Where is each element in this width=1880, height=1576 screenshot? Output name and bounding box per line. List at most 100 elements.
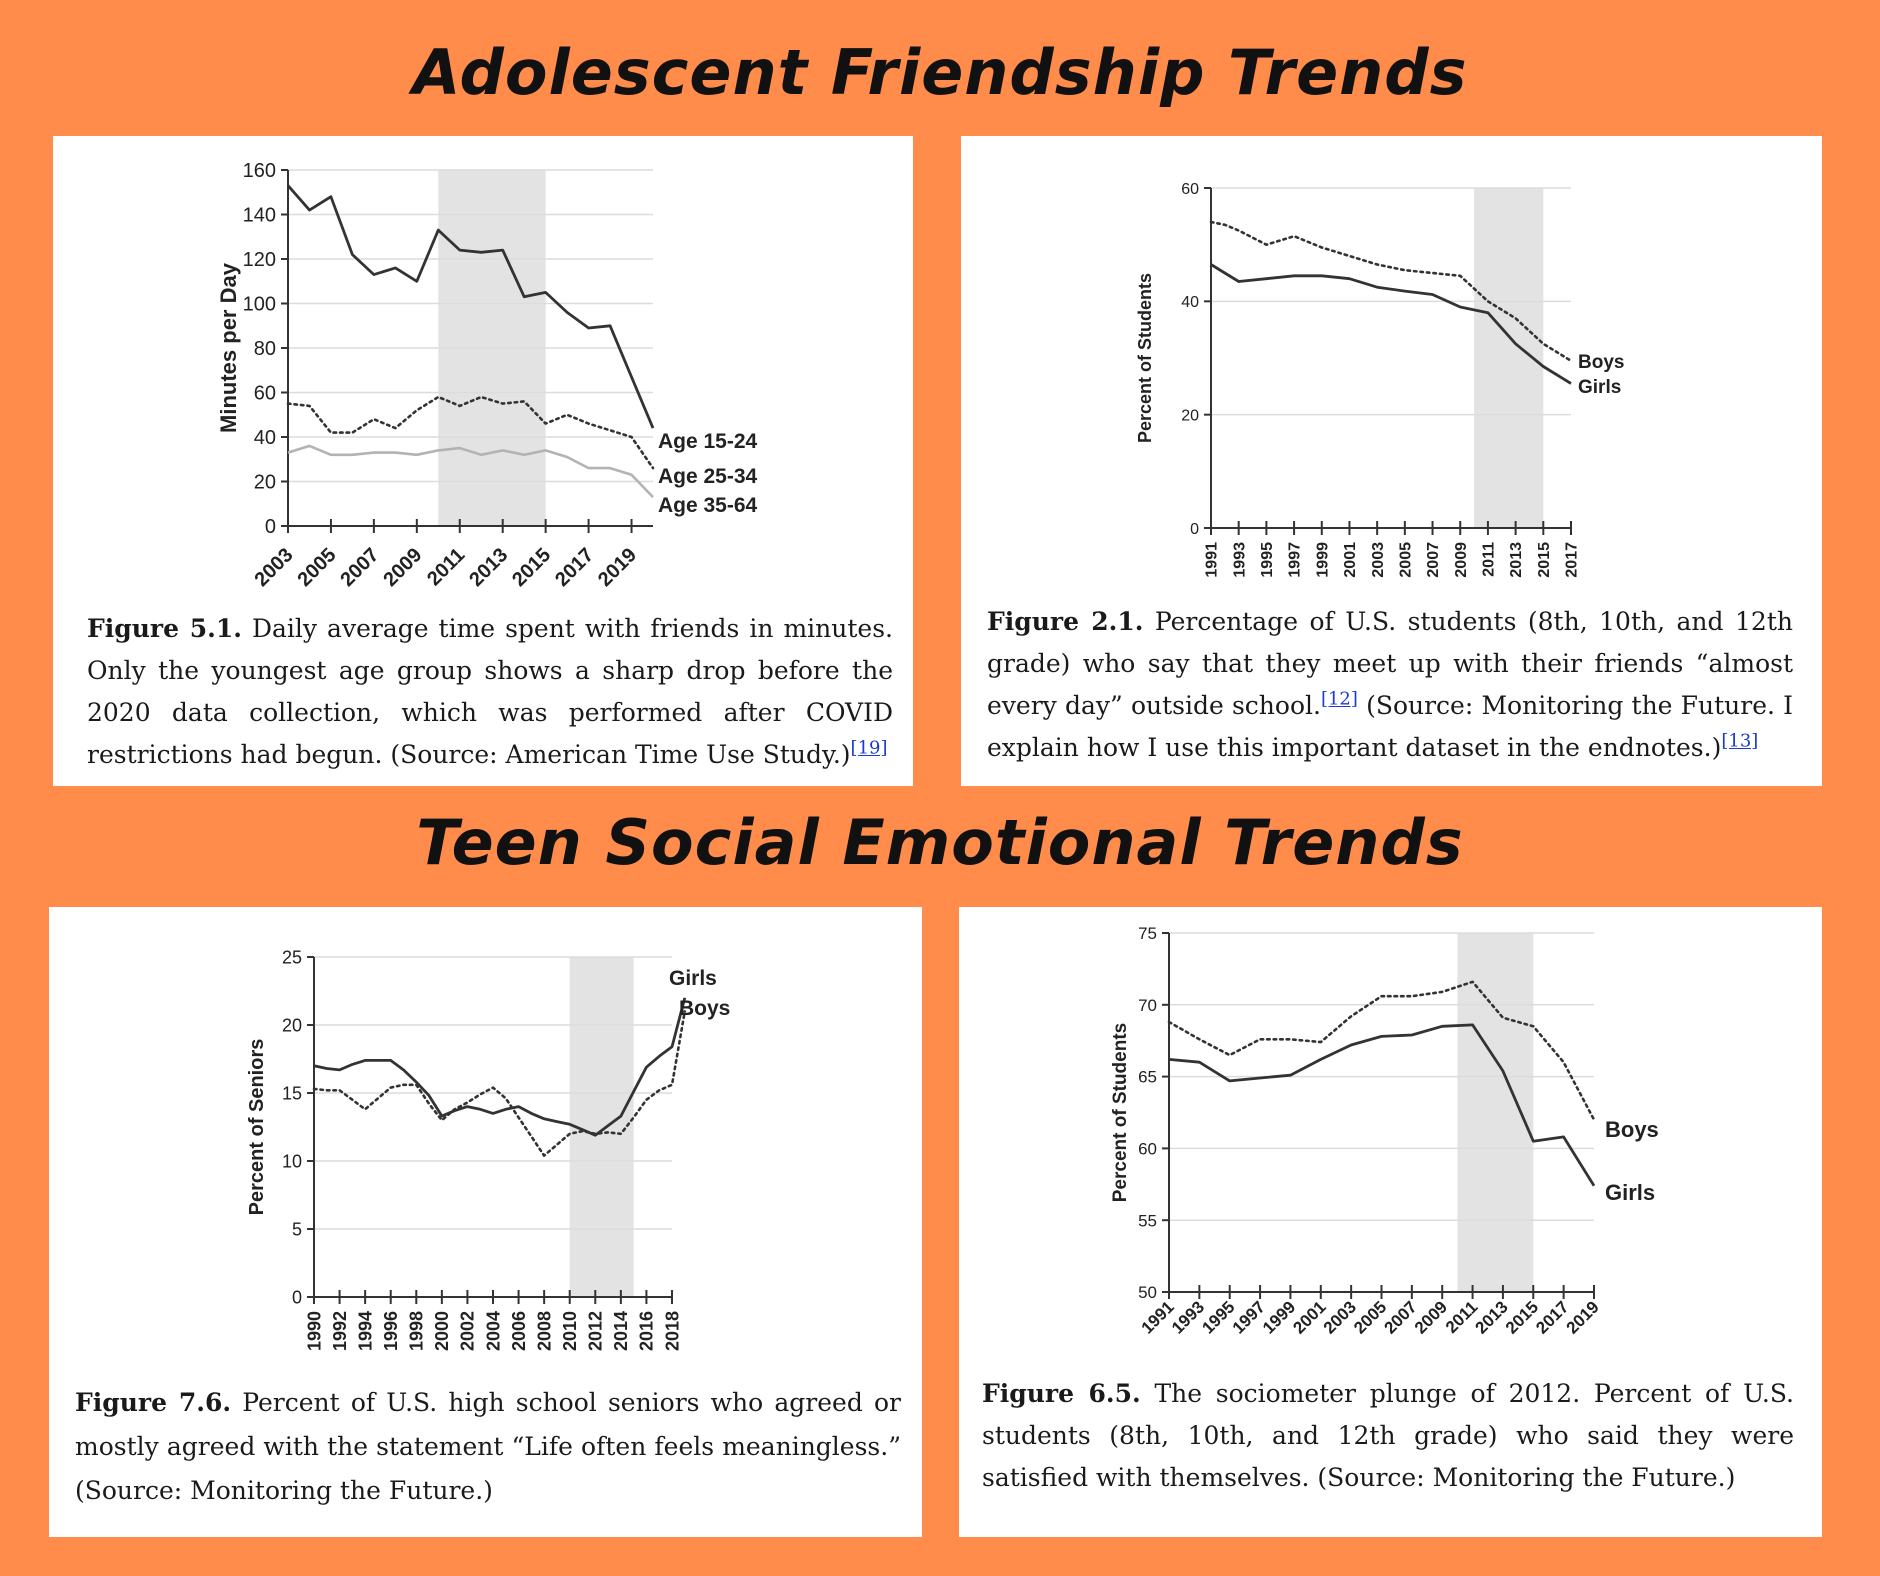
figure-2-1-text-2: (Source: Monitoring the Future. I explai…: [987, 691, 1793, 762]
fig76-x-tick-label: 2000: [432, 1311, 452, 1351]
fig76-y-tick-label: 15: [282, 1083, 302, 1103]
fig76-x-tick-label: 2002: [458, 1311, 478, 1351]
fig76-x-tick-label: 1998: [407, 1311, 427, 1351]
fig21-x-tick-label: 2003: [1370, 542, 1387, 578]
figure-2-1-label: Figure 2.1.: [987, 607, 1144, 636]
fig76-legend-label-girls: Girls: [669, 967, 717, 990]
footnote-link-13[interactable]: [13]: [1721, 730, 1759, 752]
fig21-y-tick-label: 0: [1190, 521, 1199, 538]
figure-5-1-label: Figure 5.1.: [87, 614, 242, 643]
fig65-x-tick-label: 1993: [1168, 1297, 1208, 1337]
fig51-x-tick-label: 2013: [465, 544, 512, 591]
fig65-x-tick-label: 2011: [1442, 1297, 1482, 1337]
fig76-x-tick-label: 2008: [534, 1311, 554, 1351]
fig51-y-tick-label: 0: [265, 516, 276, 538]
fig65-x-tick-label: 2009: [1411, 1297, 1451, 1337]
fig21-legend-label-girls: Girls: [1578, 377, 1621, 398]
fig65-x-tick-label: 2007: [1381, 1297, 1421, 1337]
fig76-x-tick-label: 2016: [637, 1311, 657, 1351]
fig51-x-tick-label: 2015: [508, 544, 555, 591]
fig51-x-tick-label: 2005: [293, 544, 340, 591]
fig21-y-tick-label: 60: [1181, 181, 1199, 198]
footnote-link-19[interactable]: [19]: [850, 737, 888, 759]
fig51-y-tick-label: 160: [243, 160, 276, 182]
fig76-y-axis-label: Percent of Seniors: [246, 1039, 268, 1216]
fig21-x-tick-label: 1991: [1204, 542, 1221, 578]
fig76-y-tick-label: 25: [282, 947, 302, 967]
fig76-legend-label-boys: Boys: [679, 997, 730, 1020]
figure-5-1-text: Daily average time spent with friends in…: [87, 614, 893, 769]
fig76-x-tick-label: 2004: [483, 1311, 503, 1351]
fig21-x-tick-label: 2017: [1564, 542, 1581, 578]
fig65-x-tick-label: 2019: [1563, 1297, 1603, 1337]
figure-2-1-chart: 0 20 40 60 1991 1993 1995 1997 1999 2001 2003 2005 2…: [1135, 181, 1624, 578]
fig21-series-line-boys: [1209, 220, 1573, 363]
fig21-x-tick-label: 1997: [1287, 542, 1304, 578]
fig51-legend-label-age-35-64: Age 35-64: [658, 494, 758, 517]
fig65-x-tick-label: 2001: [1289, 1297, 1329, 1337]
fig65-legend-label-girls: Girls: [1605, 1180, 1655, 1205]
figure-6-5-label: Figure 6.5.: [982, 1379, 1141, 1408]
figure-2-1-panel: 0 20 40 60 1991 1993 1995 1997 1999 2001 2003 2005 2…: [961, 136, 1822, 786]
figure-7-6-panel: 0 5 10 15 20 25 1990 1992 1994 1996 1998 2000 2002 20…: [49, 907, 922, 1537]
fig21-x-tick-label: 2005: [1397, 542, 1414, 578]
figure-7-6-label: Figure 7.6.: [75, 1388, 232, 1417]
fig76-x-tick-label: 1996: [381, 1311, 401, 1351]
fig76-x-tick-label: 1994: [355, 1311, 375, 1351]
fig65-series-line-girls: [1168, 1023, 1596, 1187]
section-heading-social-emotional: Teen Social Emotional Trends: [416, 806, 1464, 879]
fig21-x-tick-label: 1995: [1259, 542, 1276, 578]
fig51-y-tick-label: 20: [254, 472, 276, 494]
fig65-x-tick-label: 1999: [1259, 1297, 1299, 1337]
fig76-series-line-boys: [312, 1010, 687, 1157]
fig65-y-tick-label: 60: [1138, 1140, 1157, 1159]
fig51-y-tick-label: 100: [243, 294, 276, 316]
fig51-y-axis-label: Minutes per Day: [216, 262, 241, 433]
fig65-x-tick-label: 2015: [1502, 1297, 1542, 1337]
fig51-x-tick-label: 2011: [423, 544, 469, 590]
fig76-x-tick-label: 2006: [509, 1311, 529, 1351]
fig21-y-tick-label: 20: [1181, 407, 1199, 424]
figure-5-1-panel: 0 20 40 60 80 100 120 140 160 2003 2005 2007 2009 201…: [53, 136, 913, 786]
fig76-x-tick-label: 2018: [662, 1311, 682, 1351]
fig76-series-line-girls: [313, 997, 687, 1137]
fig21-x-tick-label: 2009: [1453, 542, 1470, 578]
fig76-y-tick-label: 10: [282, 1151, 302, 1171]
fig76-x-tick-label: 1992: [330, 1311, 350, 1351]
fig65-y-tick-label: 55: [1138, 1211, 1157, 1230]
fig51-series-line-age-15-24: [286, 184, 655, 429]
figure-6-5-chart: 50 55 60 65 70 75 1991199319951997199920012003…: [1110, 924, 1659, 1337]
fig65-y-tick-label: 50: [1138, 1283, 1157, 1302]
figure-5-1-chart: 0204060801001201401602003200520072009201…: [216, 160, 758, 591]
fig51-y-tick-label: 80: [254, 338, 276, 360]
footnote-link-12[interactable]: [12]: [1320, 688, 1358, 710]
fig21-x-tick-label: 2007: [1425, 542, 1442, 578]
fig76-y-tick-label: 0: [292, 1287, 302, 1307]
fig76-shaded-period: [569, 957, 634, 1297]
figure-5-1-caption: Figure 5.1. Daily average time spent wit…: [87, 608, 893, 776]
fig65-x-tick-label: 2017: [1532, 1297, 1572, 1337]
fig76-x-tick-label: 2010: [560, 1311, 580, 1351]
fig21-x-tick-label: 2013: [1508, 542, 1525, 578]
fig51-legend-label-age-15-24: Age 15-24: [658, 430, 758, 453]
fig76-y-tick-label: 20: [282, 1015, 302, 1035]
figure-2-1-caption: Figure 2.1. Percentage of U.S. students …: [987, 601, 1793, 769]
fig21-y-tick-label: 40: [1181, 294, 1199, 311]
fig76-x-tick-label: 2014: [611, 1311, 631, 1351]
fig65-x-tick-label: 2003: [1320, 1297, 1360, 1337]
fig76-x-tick-label: 1990: [304, 1311, 324, 1351]
fig65-y-tick-label: 65: [1138, 1068, 1157, 1087]
fig21-series-line-girls: [1210, 263, 1572, 385]
figure-2-1-text: Percentage of U.S. students (8th, 10th, …: [987, 607, 1793, 720]
fig51-x-tick-label: 2009: [379, 544, 426, 591]
fig51-x-tick-label: 2007: [336, 544, 383, 591]
figure-6-5-panel: 50 55 60 65 70 75 1991 1993 1995 1997 1999 2001 2003…: [959, 907, 1822, 1537]
fig21-x-tick-label: 1999: [1314, 542, 1331, 578]
fig76-y-tick-label: 5: [292, 1219, 302, 1239]
section-heading-friendship: Adolescent Friendship Trends: [412, 36, 1468, 109]
fig51-y-tick-label: 60: [254, 383, 276, 405]
fig65-y-axis-label: Percent of Students: [1110, 1023, 1131, 1202]
fig51-y-tick-label: 140: [243, 205, 276, 227]
fig65-series-line-boys: [1167, 980, 1596, 1121]
